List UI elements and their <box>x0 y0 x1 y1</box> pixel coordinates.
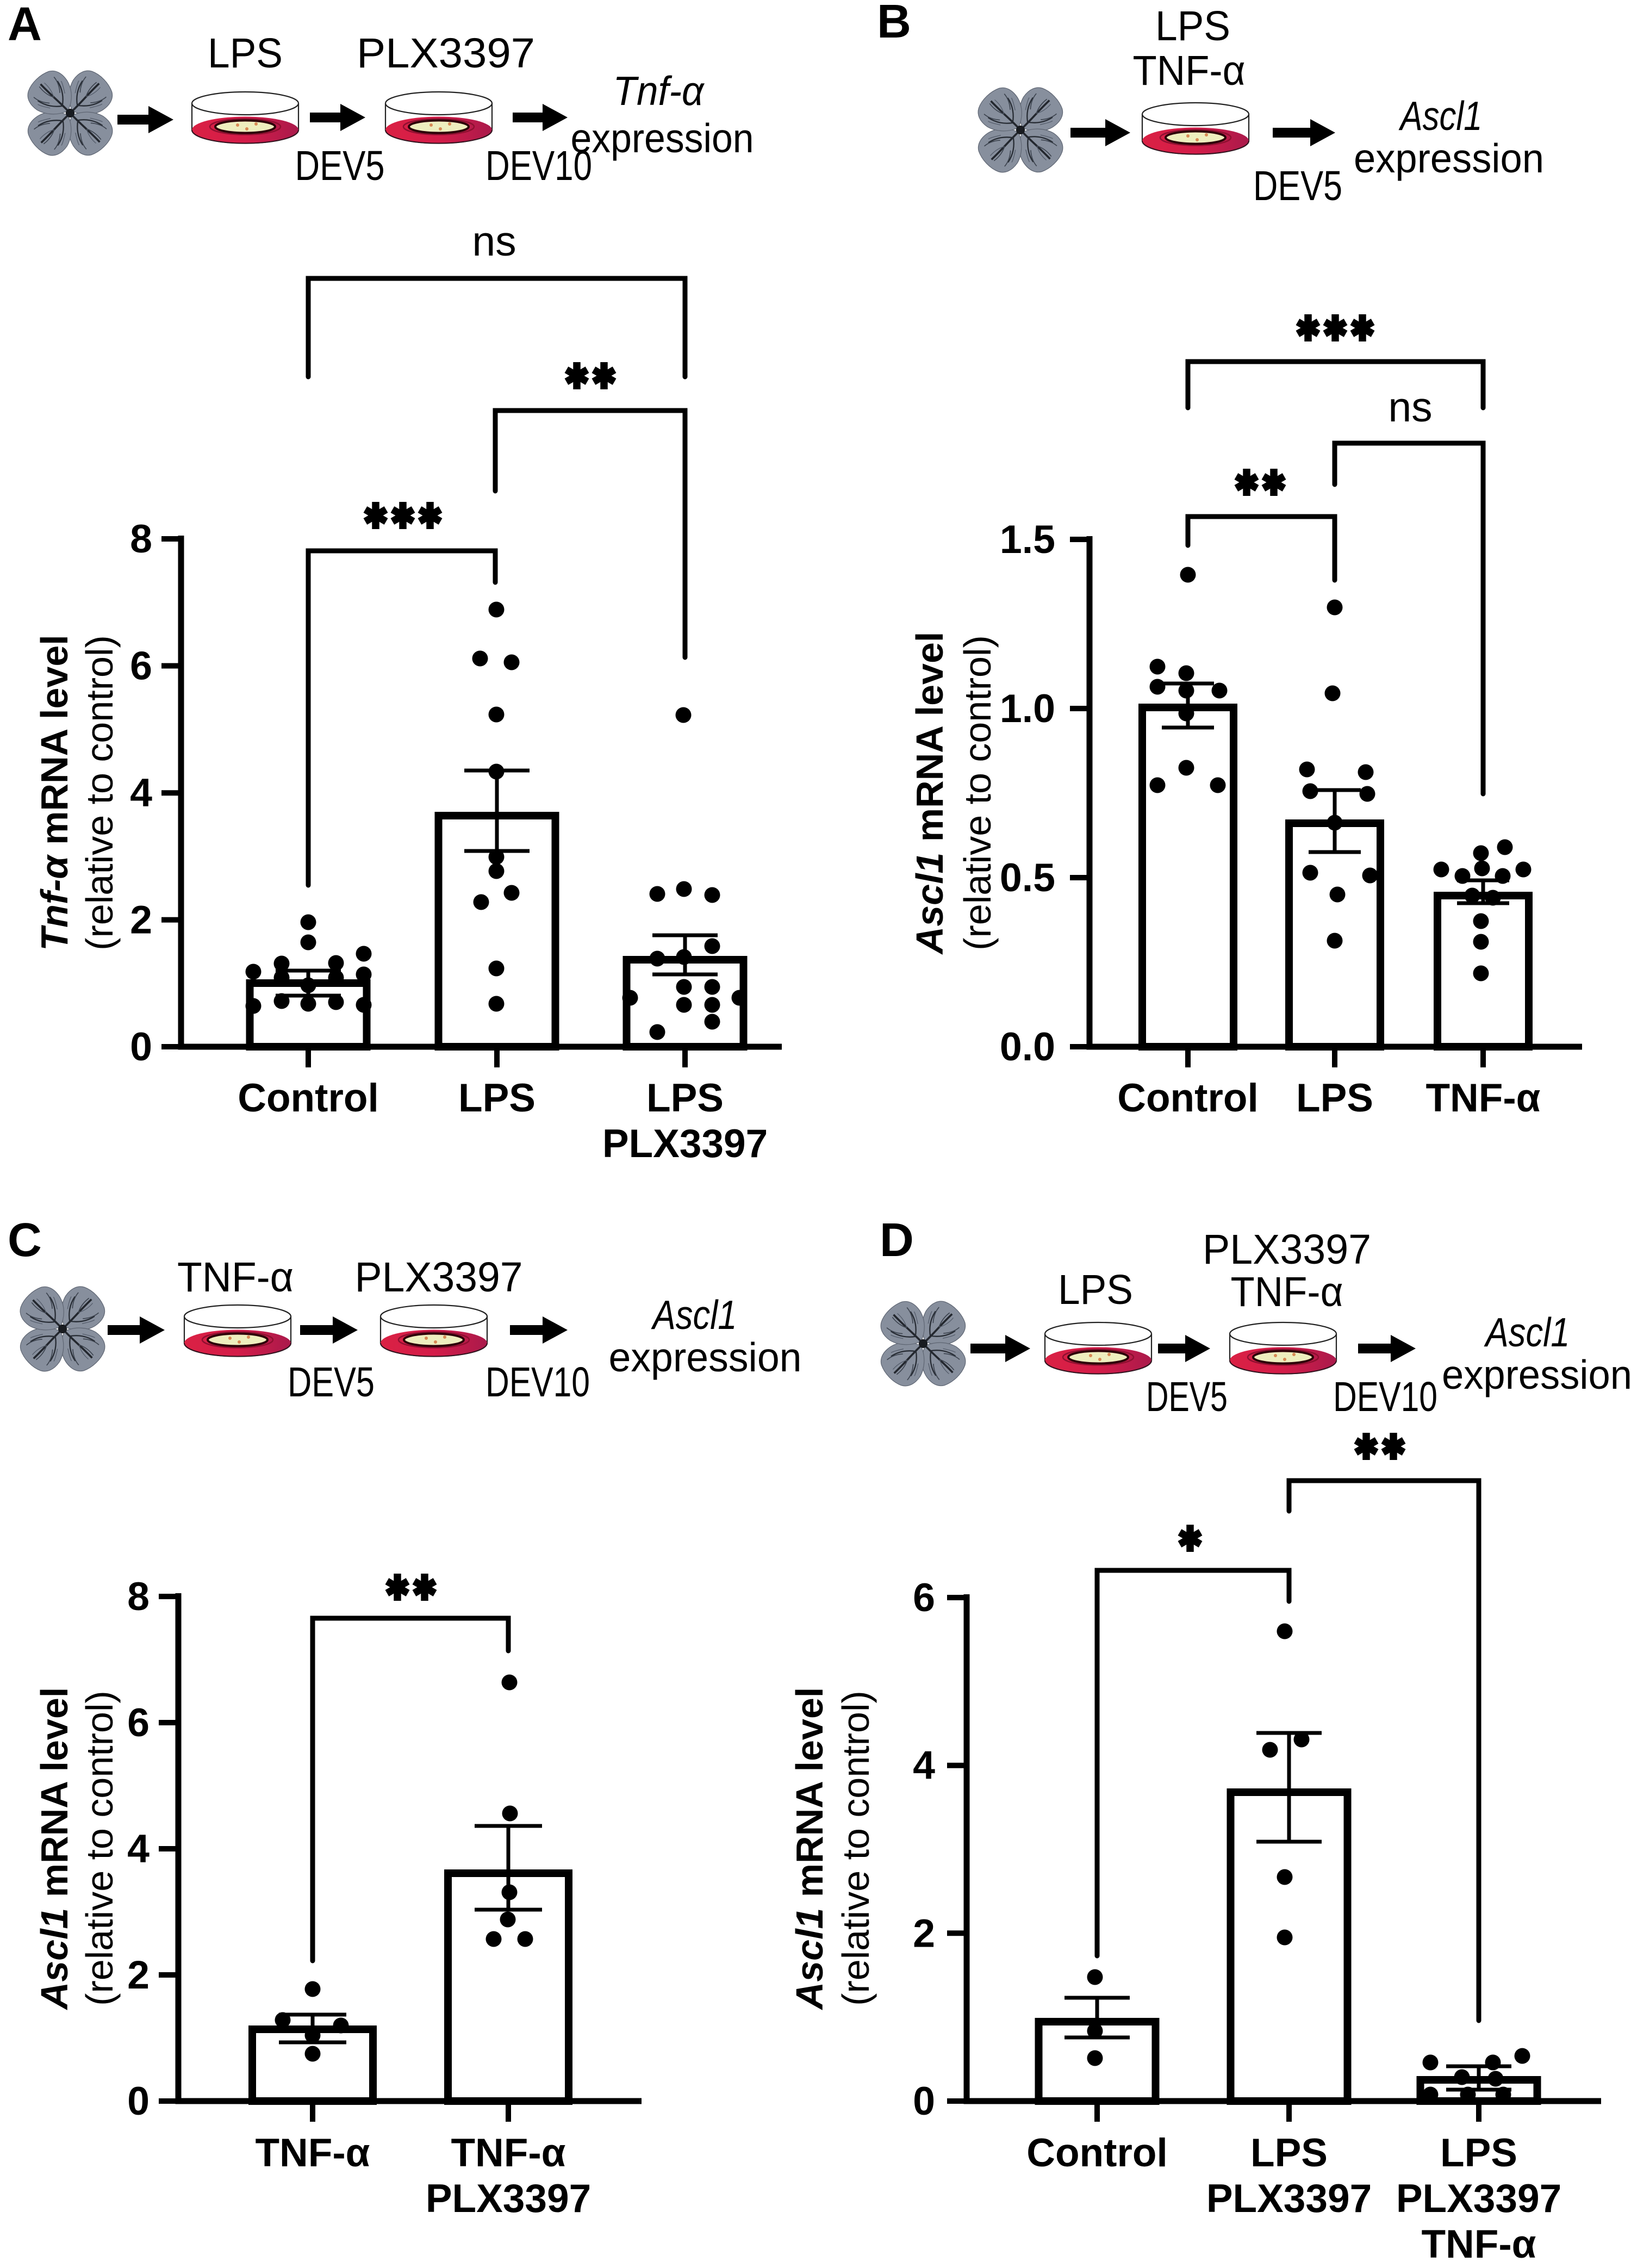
svg-text:4: 4 <box>127 1826 150 1871</box>
svg-text:expression: expression <box>1442 1352 1631 1397</box>
svg-text:DEV5: DEV5 <box>1146 1374 1228 1420</box>
svg-text:Tnf-α: Tnf-α <box>613 68 705 114</box>
svg-text:ns: ns <box>472 218 516 265</box>
svg-text:Tnf-α mRNA level: Tnf-α mRNA level <box>33 635 76 950</box>
svg-text:A: A <box>8 0 42 51</box>
svg-text:expression: expression <box>1354 135 1544 181</box>
svg-text:4: 4 <box>913 1743 935 1788</box>
svg-text:LPS: LPS <box>1155 3 1230 49</box>
svg-text:Ascl1 mRNA level: Ascl1 mRNA level <box>908 632 951 955</box>
svg-text:TNF-α: TNF-α <box>451 2131 565 2175</box>
svg-text:TNF-α: TNF-α <box>177 1254 294 1301</box>
svg-text:DEV5: DEV5 <box>1253 163 1342 209</box>
svg-text:1.0: 1.0 <box>1000 686 1055 731</box>
svg-text:Control: Control <box>1026 2131 1168 2175</box>
svg-text:C: C <box>8 1214 42 1266</box>
svg-text:Control: Control <box>1117 1076 1259 1120</box>
svg-text:0.0: 0.0 <box>1000 1024 1055 1069</box>
svg-text:(relative to control): (relative to control) <box>835 1691 877 2006</box>
svg-text:DEV5: DEV5 <box>295 142 385 189</box>
svg-text:Ascl1: Ascl1 <box>1398 93 1482 139</box>
svg-text:(relative to control): (relative to control) <box>78 1691 121 2006</box>
svg-text:Ascl1: Ascl1 <box>651 1292 737 1338</box>
svg-text:LPS: LPS <box>458 1076 536 1120</box>
svg-text:TNF-α: TNF-α <box>1425 1076 1540 1120</box>
svg-text:DEV10: DEV10 <box>485 1359 590 1406</box>
svg-text:LPS: LPS <box>1058 1266 1133 1313</box>
svg-text:PLX3397: PLX3397 <box>1203 1226 1371 1273</box>
svg-text:DEV5: DEV5 <box>288 1359 375 1406</box>
svg-text:8: 8 <box>127 1574 150 1619</box>
svg-text:ns: ns <box>1388 384 1432 431</box>
svg-text:Ascl1: Ascl1 <box>1484 1309 1570 1355</box>
svg-text:0: 0 <box>127 2078 150 2123</box>
svg-text:(relative to control): (relative to control) <box>956 635 999 950</box>
svg-text:2: 2 <box>913 1910 935 1955</box>
svg-text:TNF-α: TNF-α <box>1133 47 1246 94</box>
svg-text:PLX3397: PLX3397 <box>602 1122 768 1166</box>
svg-text:expression: expression <box>609 1334 802 1380</box>
svg-text:8: 8 <box>130 516 152 561</box>
svg-text:Ascl1 mRNA level: Ascl1 mRNA level <box>33 1687 76 2011</box>
svg-text:LPS: LPS <box>208 30 283 77</box>
svg-text:0: 0 <box>130 1024 152 1069</box>
svg-text:1.5: 1.5 <box>1000 517 1055 562</box>
svg-text:(relative to control): (relative to control) <box>78 635 121 950</box>
svg-text:Control: Control <box>238 1076 379 1120</box>
svg-text:6: 6 <box>127 1700 150 1745</box>
svg-text:D: D <box>880 1214 914 1266</box>
svg-text:4: 4 <box>130 770 152 815</box>
svg-text:TNF-α: TNF-α <box>1421 2222 1536 2266</box>
svg-text:6: 6 <box>130 643 152 688</box>
svg-text:LPS: LPS <box>646 1076 724 1120</box>
svg-text:2: 2 <box>127 1952 150 1997</box>
svg-text:0: 0 <box>913 2078 935 2123</box>
svg-text:LPS: LPS <box>1440 2131 1517 2175</box>
svg-text:Ascl1 mRNA level: Ascl1 mRNA level <box>788 1687 831 2011</box>
svg-text:PLX3397: PLX3397 <box>357 30 535 77</box>
svg-text:2: 2 <box>130 897 152 942</box>
svg-text:TNF-α: TNF-α <box>255 2131 370 2175</box>
svg-text:PLX3397: PLX3397 <box>1396 2177 1561 2221</box>
svg-text:DEV10: DEV10 <box>1333 1374 1437 1420</box>
svg-text:DEV10: DEV10 <box>485 142 592 189</box>
svg-text:LPS: LPS <box>1296 1076 1373 1120</box>
svg-text:PLX3397: PLX3397 <box>355 1254 523 1301</box>
svg-text:B: B <box>877 0 911 48</box>
svg-text:TNF-α: TNF-α <box>1231 1269 1343 1315</box>
svg-text:LPS: LPS <box>1250 2131 1328 2175</box>
svg-text:expression: expression <box>571 115 754 161</box>
svg-text:6: 6 <box>913 1575 935 1620</box>
svg-text:0.5: 0.5 <box>1000 855 1055 900</box>
svg-text:PLX3397: PLX3397 <box>1206 2177 1372 2221</box>
svg-text:PLX3397: PLX3397 <box>426 2177 591 2221</box>
